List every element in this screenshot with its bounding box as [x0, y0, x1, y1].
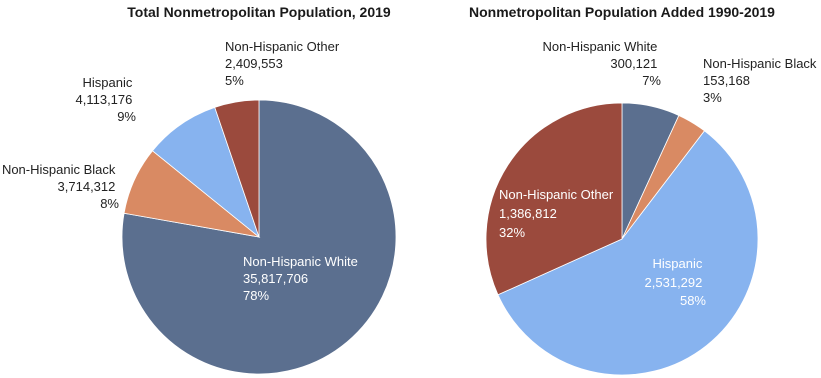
- pie: [485, 102, 759, 376]
- pie-slice-non-hispanic-other: [485, 102, 623, 296]
- slice-label-non-hispanic-white: Non-Hispanic White 300,121 7%: [543, 39, 662, 88]
- chart-title: Nonmetropolitan Population Added 1990-20…: [469, 4, 775, 20]
- slice-label-hispanic: Hispanic 4,113,176 9%: [76, 75, 137, 124]
- slice-label-non-hispanic-white: Non-Hispanic White 35,817,706 78%: [243, 254, 362, 303]
- slice-label-non-hispanic-other: Non-Hispanic Other 1,386,812 32%: [499, 187, 617, 240]
- slice-label-hispanic: Hispanic 2,531,292 58%: [645, 256, 707, 308]
- chart-population-added: Nonmetropolitan Population Added 1990-20…: [469, 4, 820, 376]
- pie-slice-hispanic: [497, 130, 759, 376]
- pie-slice-non-hispanic-other: [214, 99, 260, 238]
- slice-label-non-hispanic-other: Non-Hispanic Other 2,409,553 5%: [225, 39, 343, 88]
- chart-total-population: Total Nonmetropolitan Population, 2019 N…: [2, 4, 397, 375]
- chart-title: Total Nonmetropolitan Population, 2019: [127, 4, 391, 20]
- pie: [121, 99, 397, 375]
- slice-label-non-hispanic-black: Non-Hispanic Black 153,168 3%: [703, 56, 820, 105]
- slice-label-non-hispanic-black: Non-Hispanic Black 3,714,312 8%: [2, 162, 119, 211]
